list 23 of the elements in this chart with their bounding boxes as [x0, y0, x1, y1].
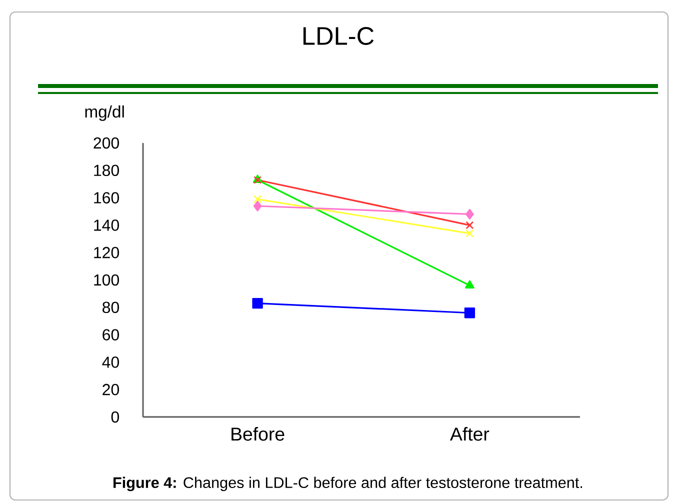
y-tick-label: 200: [94, 137, 119, 149]
y-tick-label: 0: [111, 411, 120, 423]
y-tick-label: 120: [94, 246, 119, 258]
x-tick-label: After: [450, 427, 490, 441]
point: [466, 221, 474, 230]
x-tick-label: Before: [232, 427, 284, 441]
point: [253, 200, 262, 212]
y-tick-label: 80: [102, 302, 120, 314]
y-tick-label: 100: [94, 274, 119, 286]
y-tick-label: 40: [102, 356, 120, 368]
y-tick-label: 60: [102, 329, 120, 340]
point: [466, 208, 474, 220]
point: [466, 229, 474, 238]
y-tick-label: 20: [102, 384, 120, 396]
point: [252, 298, 263, 309]
y-tick-label: 140: [94, 220, 119, 231]
point: [464, 308, 476, 318]
y-tick-label: 180: [94, 164, 119, 176]
point: [254, 195, 262, 204]
chart-title: LDL-C: [303, 27, 374, 45]
y-axis-title: mg/dl: [85, 105, 124, 121]
text: Figure 4: Changes in LDL-C before and after testosterone treatment.: [114, 476, 582, 492]
y-tick-label: 160: [94, 192, 119, 204]
